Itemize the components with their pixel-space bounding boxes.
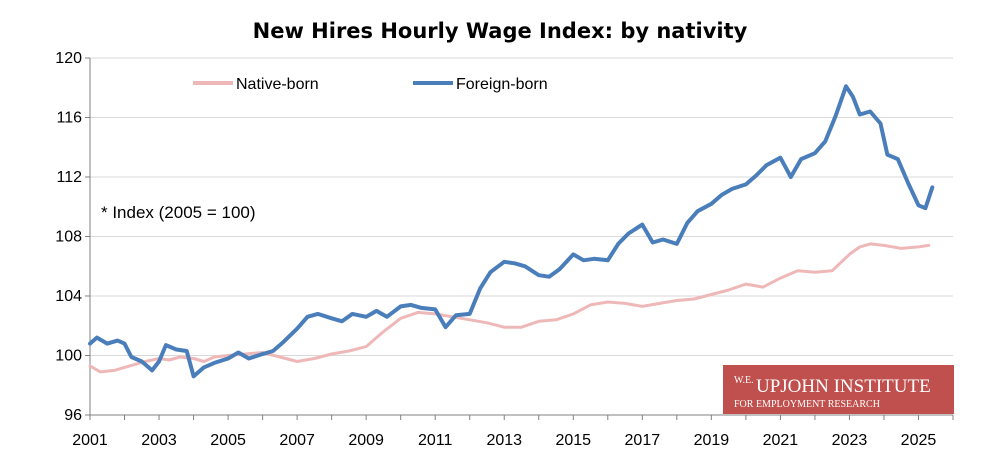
logo-tagline: FOR EMPLOYMENT RESEARCH bbox=[734, 399, 880, 410]
y-tick-label: 108 bbox=[55, 229, 82, 246]
legend-label-foreign-born: Foreign-born bbox=[456, 76, 548, 93]
x-tick-label: 2003 bbox=[141, 432, 177, 449]
y-tick-label: 96 bbox=[64, 407, 82, 424]
gridlines bbox=[90, 57, 953, 356]
logo-background bbox=[723, 365, 954, 414]
x-tick-label: 2015 bbox=[555, 432, 591, 449]
logo-name: UPJOHN INSTITUTE bbox=[756, 376, 931, 397]
y-tick-label: 100 bbox=[55, 348, 82, 365]
y-tick-label: 104 bbox=[55, 288, 82, 305]
y-tick-label: 112 bbox=[56, 169, 82, 186]
chart-title: New Hires Hourly Wage Index: by nativity bbox=[253, 19, 748, 43]
logo-prefix: W.E. bbox=[734, 375, 754, 386]
x-tick-label: 2011 bbox=[418, 432, 453, 449]
series-line-foreign-born bbox=[88, 84, 935, 379]
series-lines bbox=[88, 84, 935, 379]
index-note: * Index (2005 = 100) bbox=[101, 203, 256, 222]
x-tick-label: 2023 bbox=[832, 432, 868, 449]
x-tick-label: 2017 bbox=[625, 432, 661, 449]
y-tick-label: 116 bbox=[56, 110, 82, 127]
x-tick-label: 2005 bbox=[210, 432, 246, 449]
legend: Native-born Foreign-born bbox=[193, 76, 548, 93]
x-tick-label: 2001 bbox=[72, 432, 108, 449]
axes bbox=[85, 57, 954, 420]
upjohn-logo: W.E. UPJOHN INSTITUTE FOR EMPLOYMENT RES… bbox=[723, 365, 954, 414]
legend-label-native-born: Native-born bbox=[236, 76, 319, 93]
y-tick-label: 120 bbox=[55, 50, 82, 67]
y-tick-labels: 96 100 104 108 112 116 120 bbox=[55, 50, 82, 424]
x-tick-label: 2021 bbox=[763, 432, 799, 449]
x-tick-label: 2019 bbox=[694, 432, 730, 449]
x-tick-labels: 2001 2003 2005 2007 2009 2011 2013 2015 2017 2019… bbox=[72, 432, 936, 449]
series-line-native-born bbox=[88, 242, 931, 374]
x-tick-label: 2025 bbox=[901, 432, 937, 449]
x-tick-label: 2013 bbox=[486, 432, 522, 449]
x-tick-label: 2009 bbox=[348, 432, 384, 449]
x-tick-label: 2007 bbox=[279, 432, 315, 449]
